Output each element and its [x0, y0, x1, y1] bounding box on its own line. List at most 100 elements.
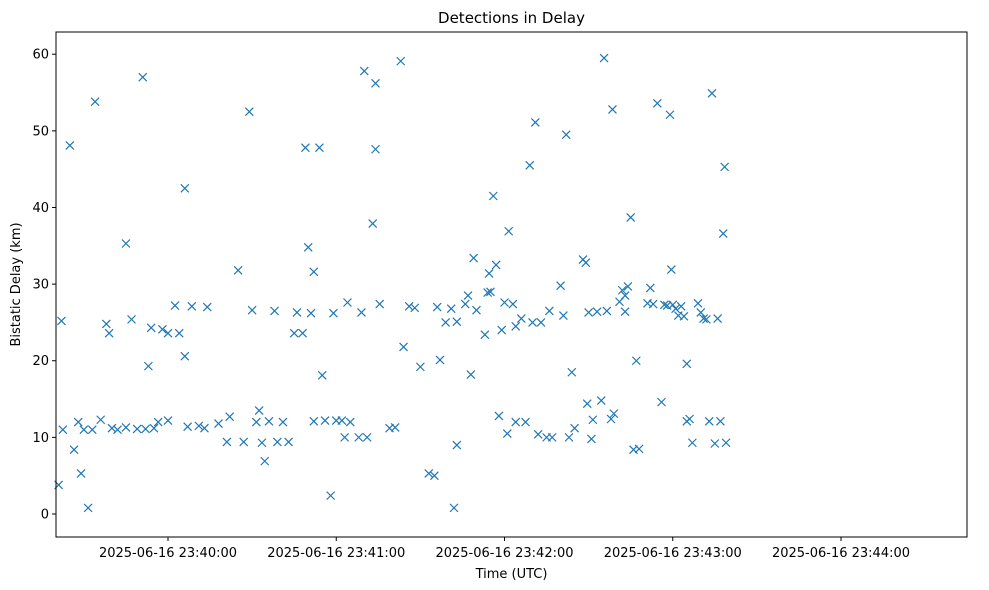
data-point-marker [163, 416, 173, 425]
data-point-marker [693, 298, 703, 308]
data-point-marker [564, 432, 574, 442]
marker-layer [54, 53, 731, 513]
data-point-marker [668, 300, 678, 310]
data-point-marker [141, 424, 150, 434]
data-point-marker [340, 432, 350, 442]
data-point-marker [343, 298, 352, 307]
data-point-marker [486, 287, 495, 297]
data-point-marker [359, 66, 369, 76]
data-point-marker [536, 318, 546, 327]
data-point-marker [547, 432, 557, 442]
data-point-marker [606, 414, 616, 424]
data-point-marker [720, 162, 730, 172]
data-point-marker [65, 140, 75, 150]
data-point-marker [298, 328, 308, 338]
data-point-marker [713, 314, 723, 324]
data-point-marker [432, 302, 442, 312]
y-tick-label: 40 [32, 201, 49, 216]
data-point-marker [200, 423, 209, 433]
data-point-marker [194, 421, 204, 431]
data-point-marker [676, 301, 686, 311]
data-point-marker [544, 306, 554, 316]
data-point-marker [721, 438, 731, 448]
data-point-marker [153, 417, 163, 427]
data-point-marker [707, 88, 717, 98]
data-point-marker [504, 226, 514, 236]
data-point-marker [320, 416, 330, 425]
x-tick-label: 2025-06-16 23:40:00 [99, 546, 237, 561]
data-point-marker [143, 361, 153, 371]
data-point-marker [104, 328, 114, 338]
data-point-marker [254, 406, 264, 415]
data-point-marker [581, 258, 591, 268]
data-point-marker [659, 300, 669, 310]
data-point-marker [233, 265, 243, 275]
data-point-marker [317, 370, 327, 380]
x-axis-label: Time (UTC) [475, 567, 548, 582]
data-point-marker [73, 417, 83, 427]
data-point-marker [289, 328, 299, 338]
y-tick-label: 50 [32, 124, 49, 139]
data-point-marker [558, 311, 568, 320]
data-point-marker [326, 491, 336, 501]
data-point-marker [58, 425, 68, 435]
data-point-marker [648, 299, 658, 309]
data-point-marker [132, 424, 142, 434]
data-point-marker [696, 308, 706, 317]
data-point-marker [718, 229, 728, 238]
data-point-marker [452, 440, 462, 450]
data-point-marker [121, 422, 131, 432]
data-point-marker [634, 444, 644, 454]
data-point-marker [284, 437, 294, 447]
data-point-marker [609, 409, 619, 419]
data-point-marker [87, 425, 97, 435]
x-tick-label: 2025-06-16 23:44:00 [772, 546, 910, 561]
data-point-marker [511, 417, 521, 427]
data-point-marker [57, 316, 66, 326]
data-point-marker [101, 319, 111, 329]
data-point-marker [561, 130, 571, 140]
data-point-marker [306, 308, 316, 318]
data-point-marker [260, 456, 270, 466]
data-point-marker [497, 325, 507, 335]
data-point-marker [469, 253, 479, 263]
y-tick-label: 20 [32, 354, 49, 369]
data-point-marker [466, 370, 476, 379]
data-point-marker [396, 56, 406, 66]
data-point-marker [146, 323, 156, 333]
data-point-marker [309, 416, 319, 426]
data-point-marker [329, 308, 338, 318]
data-point-marker [222, 437, 232, 447]
data-point-marker [404, 301, 414, 311]
data-point-marker [631, 356, 641, 366]
data-point-marker [170, 301, 180, 310]
data-point-marker [138, 72, 148, 82]
data-point-marker [530, 118, 540, 127]
data-point-marker [480, 330, 490, 340]
data-point-marker [592, 307, 602, 317]
data-point-marker [521, 417, 530, 427]
data-point-marker [472, 305, 481, 315]
data-point-marker [292, 308, 302, 317]
data-point-marker [511, 321, 521, 331]
data-point-marker [463, 291, 473, 301]
data-point-marker [183, 422, 193, 432]
y-axis-label: Bistatic Delay (km) [9, 222, 24, 346]
data-point-marker [710, 439, 720, 448]
data-point-marker [446, 304, 456, 314]
x-tick-label: 2025-06-16 23:43:00 [604, 546, 742, 561]
data-point-marker [582, 399, 592, 409]
data-point-marker [415, 362, 425, 372]
y-tick-label: 60 [32, 48, 49, 63]
data-point-marker [309, 267, 319, 277]
data-point-marker [620, 307, 630, 317]
data-point-marker [315, 143, 324, 153]
data-point-marker [584, 308, 594, 317]
data-point-marker [345, 417, 355, 427]
data-point-marker [494, 411, 504, 421]
data-point-marker [599, 53, 609, 63]
data-point-marker [174, 328, 184, 338]
data-point-marker [665, 110, 675, 120]
data-point-marker [671, 304, 680, 314]
